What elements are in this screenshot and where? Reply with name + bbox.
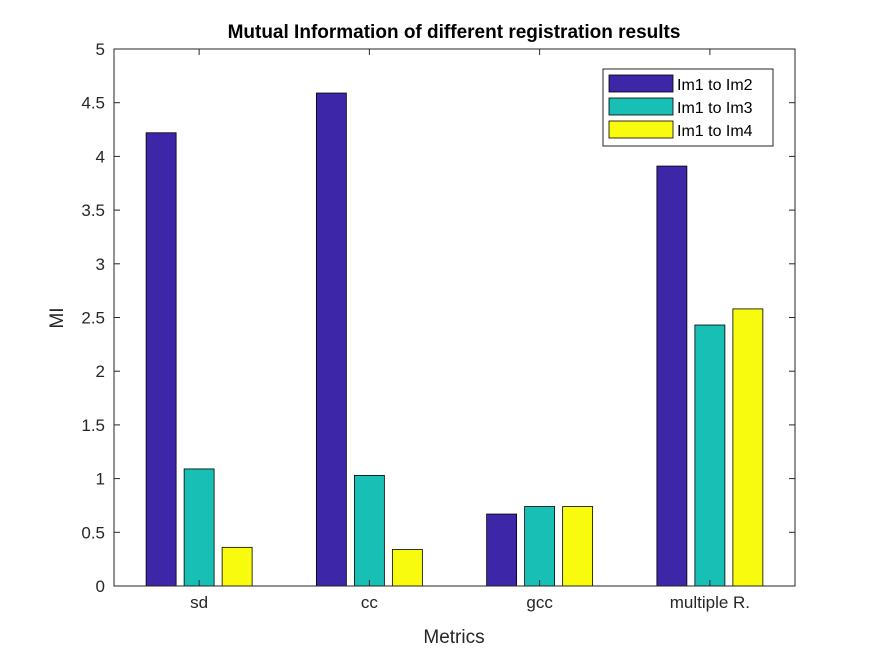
y-tick-label: 2	[96, 362, 105, 381]
y-tick-label: 2.5	[81, 309, 105, 328]
legend-swatch	[608, 120, 674, 139]
bar-3-gcc	[562, 506, 594, 587]
x-tick-label: cc	[361, 593, 379, 612]
bar-3-multiple-r-	[732, 308, 764, 587]
y-tick-label: 4.5	[81, 94, 105, 113]
y-tick-label: 0.5	[81, 523, 105, 542]
x-tick-label: multiple R.	[670, 593, 750, 612]
legend-swatch	[608, 97, 674, 116]
y-tick-label: 1	[96, 470, 105, 489]
y-tick-label: 0	[96, 577, 105, 596]
bar-3-sd	[221, 546, 253, 587]
bar-2-cc	[353, 474, 385, 587]
bar-1-sd	[145, 132, 177, 587]
bars-group	[145, 92, 764, 587]
plot-frame	[113, 48, 796, 587]
bar-3-cc	[391, 549, 423, 587]
bar-2-sd	[183, 468, 215, 587]
y-tick-label: 5	[96, 40, 105, 59]
y-tick-label: 3.5	[81, 201, 105, 220]
x-axis-label: Metrics	[423, 627, 484, 648]
bar-1-cc	[315, 92, 347, 587]
legend-swatch	[608, 74, 674, 93]
y-tick-label: 1.5	[81, 416, 105, 435]
y-axis-label: MI	[47, 307, 68, 328]
y-tick-label: 3	[96, 255, 105, 274]
x-tick-label: sd	[190, 593, 208, 612]
bar-2-multiple-r-	[694, 324, 726, 587]
bar-1-multiple-r-	[656, 165, 688, 587]
x-tick-label: gcc	[526, 593, 553, 612]
chart-title: Mutual Information of different registra…	[228, 22, 681, 43]
legend-label: Im1 to Im3	[677, 100, 753, 117]
legend: Im1 to Im2 Im1 to Im3 Im1 to Im4	[602, 68, 774, 147]
bar-1-gcc	[486, 513, 518, 587]
legend-label: Im1 to Im2	[677, 77, 753, 94]
y-tick-label: 4	[96, 147, 105, 166]
bar-2-gcc	[524, 506, 556, 587]
legend-label: Im1 to Im4	[677, 123, 753, 140]
x-axis: sd cc gcc multiple R.	[190, 49, 750, 612]
y-axis: 0 0.5 1 1.5 2 2.5 3 3.5 4 4.5 5	[81, 40, 795, 596]
